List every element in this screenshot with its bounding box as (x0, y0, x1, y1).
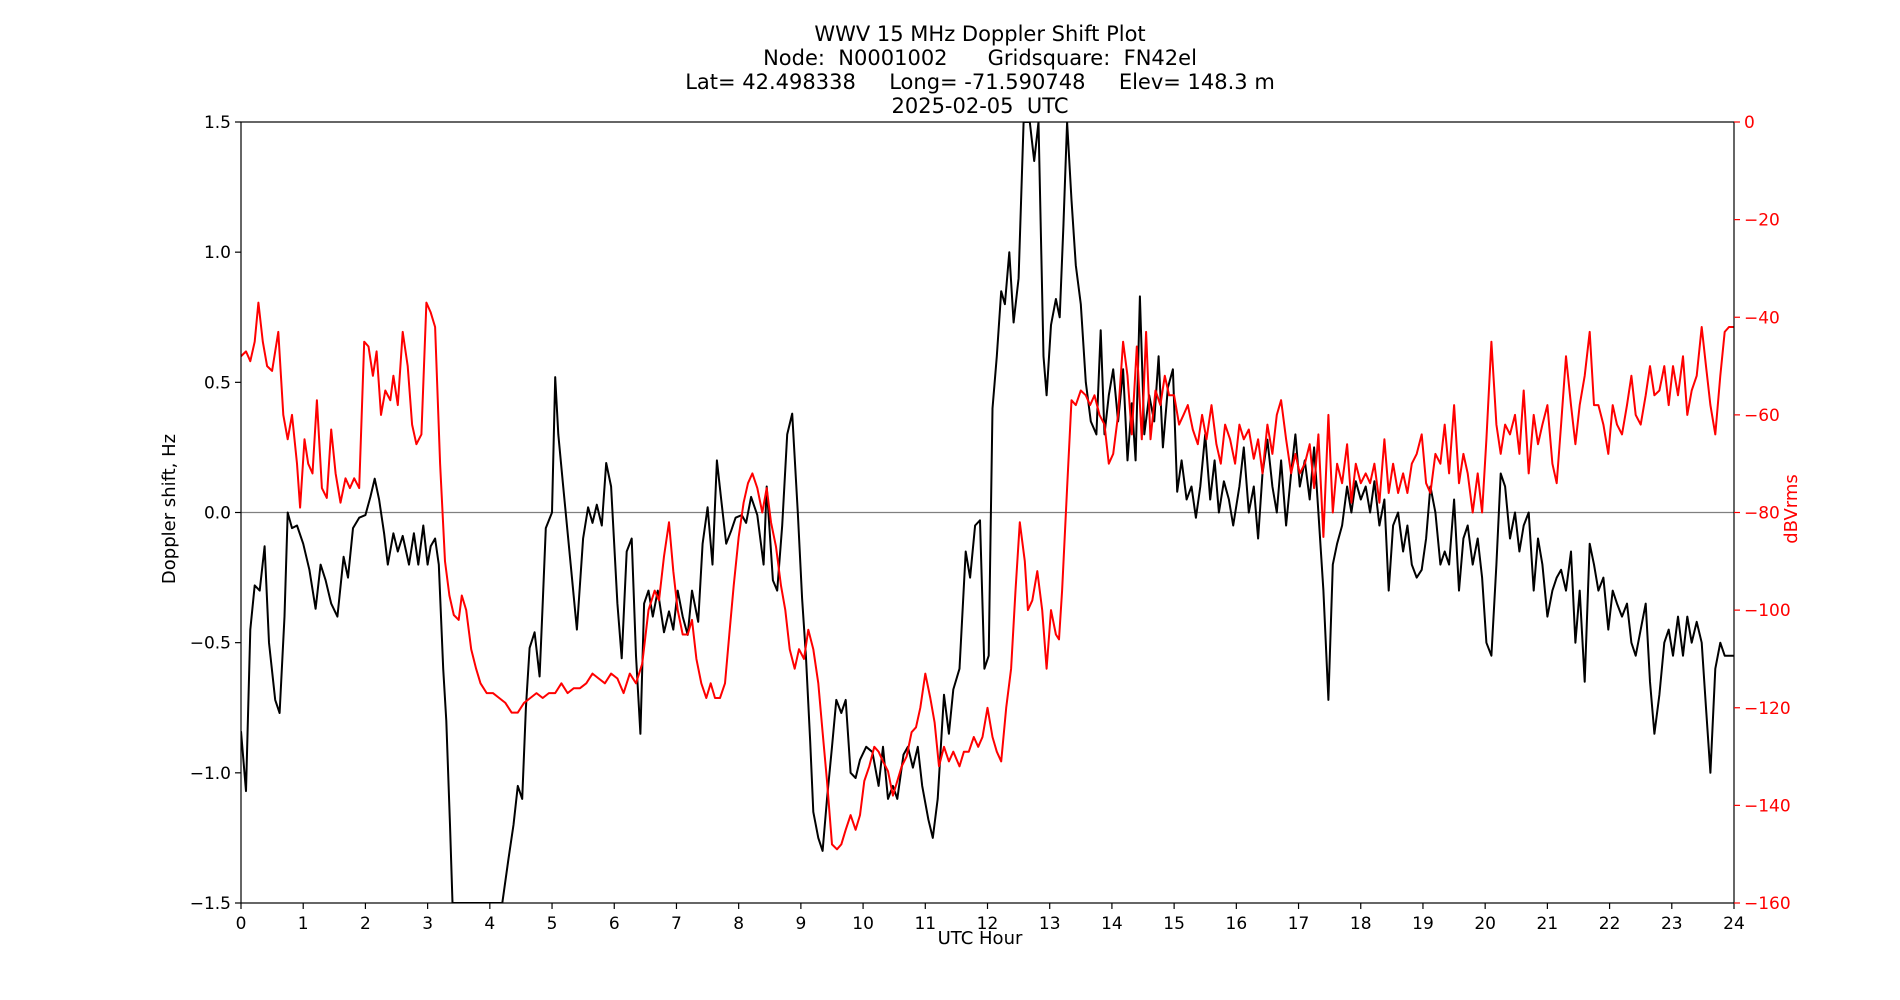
x-tick-label: 15 (1163, 914, 1185, 934)
y-right-tick-label: 0 (1744, 113, 1755, 133)
x-axis: 0 1 2 3 4 5 6 7 8 9 10 11 12 13 14 15 16 17 18 19 20 21 22 23 24 (236, 903, 1745, 934)
x-tick-label: 14 (1101, 914, 1123, 934)
x-tick-label: 0 (236, 914, 247, 934)
y-right-tick-label: −60 (1744, 406, 1780, 426)
signal-level-series-line (241, 301, 1734, 851)
y-right-tick-label: −140 (1744, 796, 1791, 816)
x-tick-label: 8 (733, 914, 744, 934)
y-right-tick-label: −160 (1744, 894, 1791, 914)
x-tick-label: 12 (977, 914, 999, 934)
x-tick-label: 1 (298, 914, 309, 934)
x-tick-label: 22 (1599, 914, 1621, 934)
x-tick-label: 10 (852, 914, 874, 934)
x-tick-label: 21 (1537, 914, 1559, 934)
y-left-tick-label: 0.5 (204, 373, 231, 393)
chart-title-line-4: 2025-02-05 UTC (891, 94, 1068, 118)
y-left-tick-label: 1.0 (204, 243, 231, 263)
y-left-tick-label: −1.5 (190, 894, 231, 914)
x-tick-label: 5 (547, 914, 558, 934)
x-tick-label: 7 (671, 914, 682, 934)
series-layer (241, 122, 1734, 903)
x-tick-label: 20 (1474, 914, 1496, 934)
y-axis-left: −1.5 −1.0 −0.5 0.0 0.5 1.0 1.5 (190, 113, 241, 914)
chart-title-line-3: Lat= 42.498338 Long= -71.590748 Elev= 14… (685, 70, 1275, 94)
x-tick-label: 24 (1723, 914, 1745, 934)
chart-title-line-2: Node: N0001002 Gridsquare: FN42el (763, 46, 1197, 70)
x-tick-label: 9 (795, 914, 806, 934)
y-axis-right-label: dBVrms (1781, 474, 1802, 544)
y-right-tick-label: −20 (1744, 211, 1780, 231)
x-tick-label: 17 (1288, 914, 1310, 934)
x-tick-label: 3 (422, 914, 433, 934)
x-tick-label: 13 (1039, 914, 1061, 934)
x-tick-label: 23 (1661, 914, 1683, 934)
chart-title: WWV 15 MHz Doppler Shift Plot Node: N000… (685, 22, 1275, 118)
y-right-tick-label: −40 (1744, 308, 1780, 328)
x-axis-label: UTC Hour (938, 928, 1023, 949)
x-tick-label: 6 (609, 914, 620, 934)
x-tick-label: 11 (914, 914, 936, 934)
x-tick-label: 4 (484, 914, 495, 934)
x-tick-label: 18 (1350, 914, 1372, 934)
y-right-tick-label: −100 (1744, 601, 1791, 621)
y-right-tick-label: −80 (1744, 504, 1780, 524)
y-right-tick-label: −120 (1744, 699, 1791, 719)
doppler-shift-series-line (241, 122, 1734, 903)
y-left-tick-label: 0.0 (204, 504, 231, 524)
x-tick-label: 19 (1412, 914, 1434, 934)
y-axis-right: −160 −140 −120 −100 −80 −60 −40 −20 0 (1734, 113, 1791, 914)
y-left-tick-label: −1.0 (190, 764, 231, 784)
chart-title-line-1: WWV 15 MHz Doppler Shift Plot (814, 22, 1145, 46)
x-tick-label: 2 (360, 914, 371, 934)
x-tick-label: 16 (1226, 914, 1248, 934)
y-left-tick-label: −0.5 (190, 634, 231, 654)
y-axis-left-label: Doppler shift, Hz (159, 434, 180, 584)
y-left-tick-label: 1.5 (204, 113, 231, 133)
